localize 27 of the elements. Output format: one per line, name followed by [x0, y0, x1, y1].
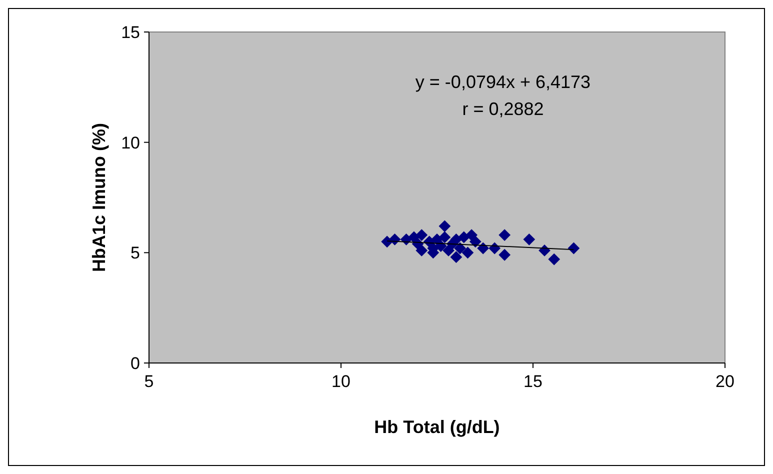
point [450, 251, 462, 264]
point [438, 231, 451, 244]
y-tick-label: 15 [121, 23, 140, 42]
point [462, 246, 474, 259]
y-tick-label: 10 [121, 133, 140, 152]
y-axis-title: HbA1c Imuno (%) [89, 122, 109, 272]
y-tick-label: 5 [130, 244, 140, 263]
x-tick-label: 10 [332, 372, 350, 391]
x-axis-title: Hb Total (g/dL) [374, 417, 500, 437]
point [523, 233, 536, 246]
point [438, 220, 451, 232]
point [458, 231, 470, 244]
point [548, 253, 560, 266]
point [416, 244, 428, 256]
point [498, 229, 511, 241]
x-tick-label: 15 [524, 372, 542, 391]
point [454, 242, 466, 254]
point [416, 229, 428, 241]
point [498, 248, 511, 261]
y-tick-label: 0 [130, 354, 140, 373]
point [469, 236, 482, 248]
point [488, 242, 501, 254]
x-tick-label: 5 [144, 372, 154, 391]
annotation: r = 0,2882 [462, 99, 544, 119]
annotation: y = -0,0794x + 6,4173 [415, 72, 591, 92]
x-tick-label: 20 [716, 372, 734, 391]
point [477, 242, 490, 254]
